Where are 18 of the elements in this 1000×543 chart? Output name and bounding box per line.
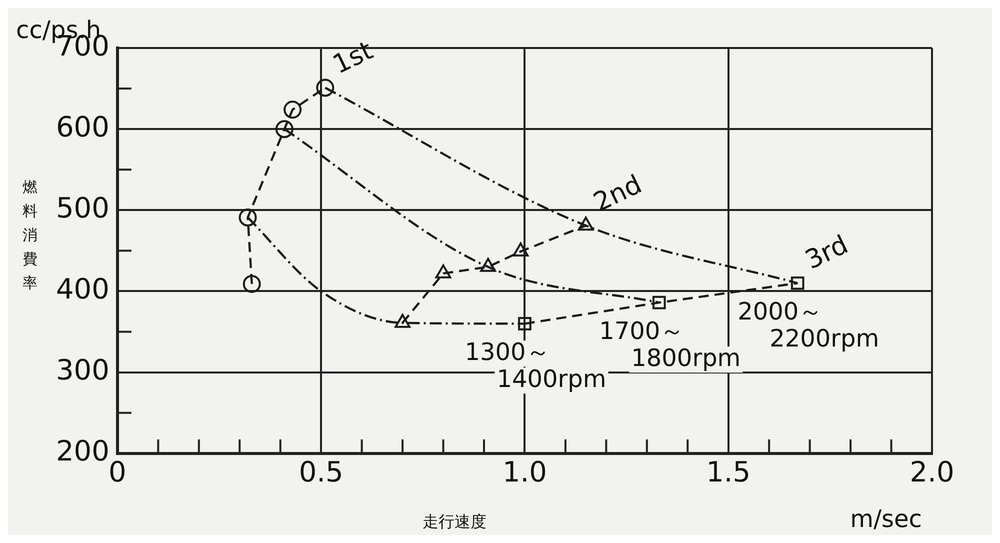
y-tick-label: 600 [56,110,110,144]
y-tick-label: 500 [56,191,110,224]
x-tick-label: 0.5 [298,455,344,488]
x-axis-title: 走行速度 [422,512,487,531]
annotation: 2000～ 2200rpm [738,297,880,352]
annotation: 1300～ 1400rpm [464,338,606,393]
y-axis-title: 燃料消費率 [22,178,38,292]
y-tick-label: 400 [56,272,110,306]
x-tick-label: 1.0 [502,455,547,488]
text: 1st [328,36,378,80]
x-tick-label: 2.0 [910,455,954,488]
x-tick-label: 1.5 [706,455,751,488]
text: m/sec [850,505,922,533]
text: 2nd [589,170,647,218]
y-tick-label: 300 [56,354,110,387]
x-tick-label: 0 [108,455,126,488]
text: 3rd [800,230,853,276]
y-tick-label: 200 [56,434,110,468]
